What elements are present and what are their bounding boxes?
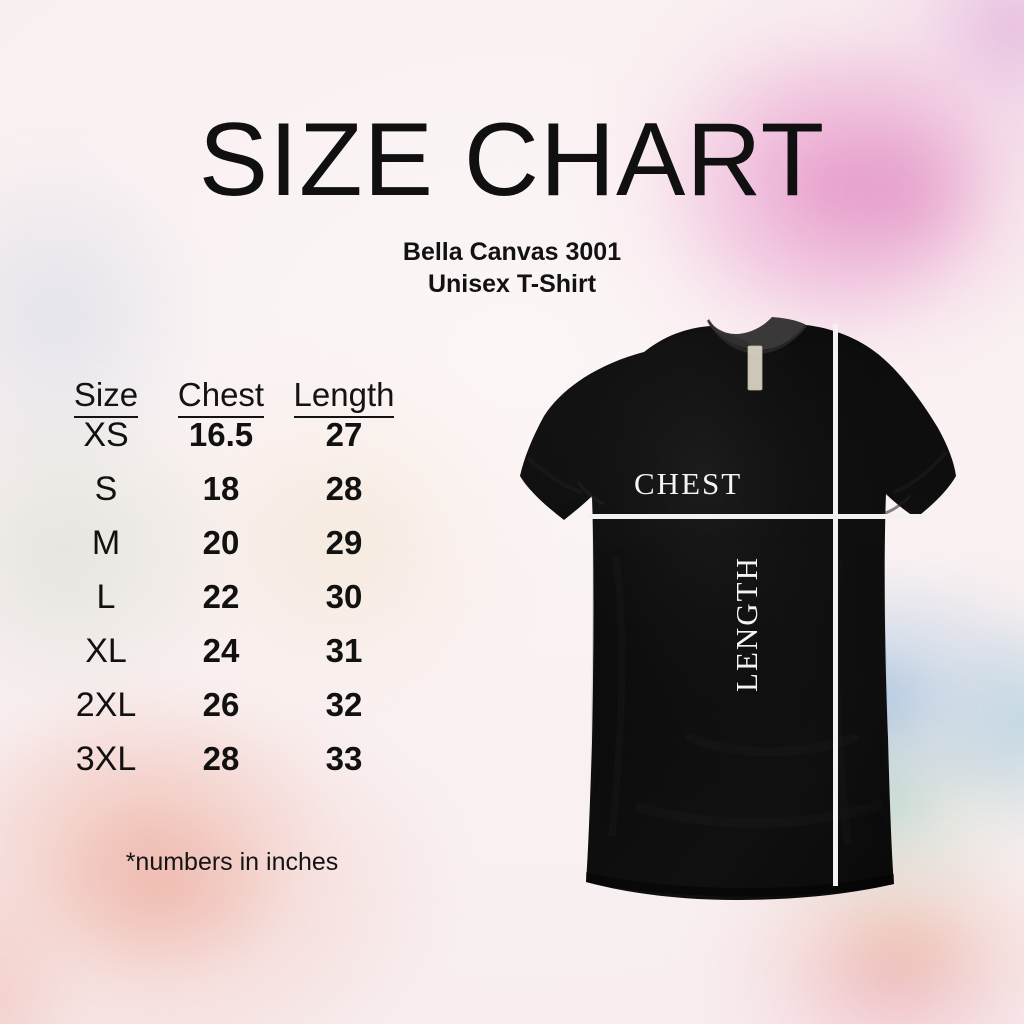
subtitle-product-type: Unisex T-Shirt [427, 270, 597, 298]
cell-length: 31 [325, 632, 363, 669]
cell-chest: 28 [202, 740, 240, 777]
length-measure-line [833, 324, 838, 886]
table-row: 2XL 26 32 [52, 686, 412, 740]
cell-chest: 24 [202, 632, 240, 669]
chest-measure-label: CHEST [634, 466, 743, 501]
cell-length: 29 [325, 524, 363, 561]
cell-size: M [91, 524, 121, 562]
table-header-row: Size Chest Length [52, 376, 412, 418]
cell-chest: 16.5 [188, 416, 254, 453]
cell-size: 2XL [75, 686, 137, 724]
cell-size: S [94, 470, 118, 508]
cell-size: L [96, 578, 116, 616]
page-title: SIZE CHART [198, 102, 826, 218]
cell-length: 33 [325, 740, 363, 777]
table-row: 3XL 28 33 [52, 740, 412, 794]
column-header-size: Size [52, 376, 160, 418]
cell-size: 3XL [75, 740, 137, 778]
page-subtitle: Bella Canvas 3001 Unisex T-Shirt [0, 236, 1024, 300]
units-footnote: *numbers in inches [125, 848, 339, 876]
cell-chest: 20 [202, 524, 240, 561]
column-header-chest: Chest [160, 376, 282, 418]
table-body: XS 16.5 27 S 18 28 M 20 29 L 22 30 XL 24 [52, 416, 412, 794]
cell-size: XS [83, 416, 129, 454]
table-row: XS 16.5 27 [52, 416, 412, 470]
neck-tag [748, 346, 762, 390]
cell-length: 27 [325, 416, 363, 453]
subtitle-product-name: Bella Canvas 3001 [402, 238, 622, 266]
table-row: L 22 30 [52, 578, 412, 632]
chest-measure-line [588, 514, 922, 519]
cell-length: 32 [325, 686, 363, 723]
table-row: XL 24 31 [52, 632, 412, 686]
cell-length: 30 [325, 578, 363, 615]
cell-chest: 22 [202, 578, 240, 615]
table-row: M 20 29 [52, 524, 412, 578]
cell-length: 28 [325, 470, 363, 507]
column-header-length: Length [282, 376, 406, 418]
cell-chest: 26 [202, 686, 240, 723]
cell-chest: 18 [202, 470, 240, 507]
size-table: Size Chest Length XS 16.5 27 S 18 28 M 2… [52, 376, 412, 794]
table-row: S 18 28 [52, 470, 412, 524]
tshirt-photo: CHEST LENGTH [486, 306, 986, 906]
cell-size: XL [85, 632, 127, 670]
length-measure-label: LENGTH [729, 556, 764, 692]
